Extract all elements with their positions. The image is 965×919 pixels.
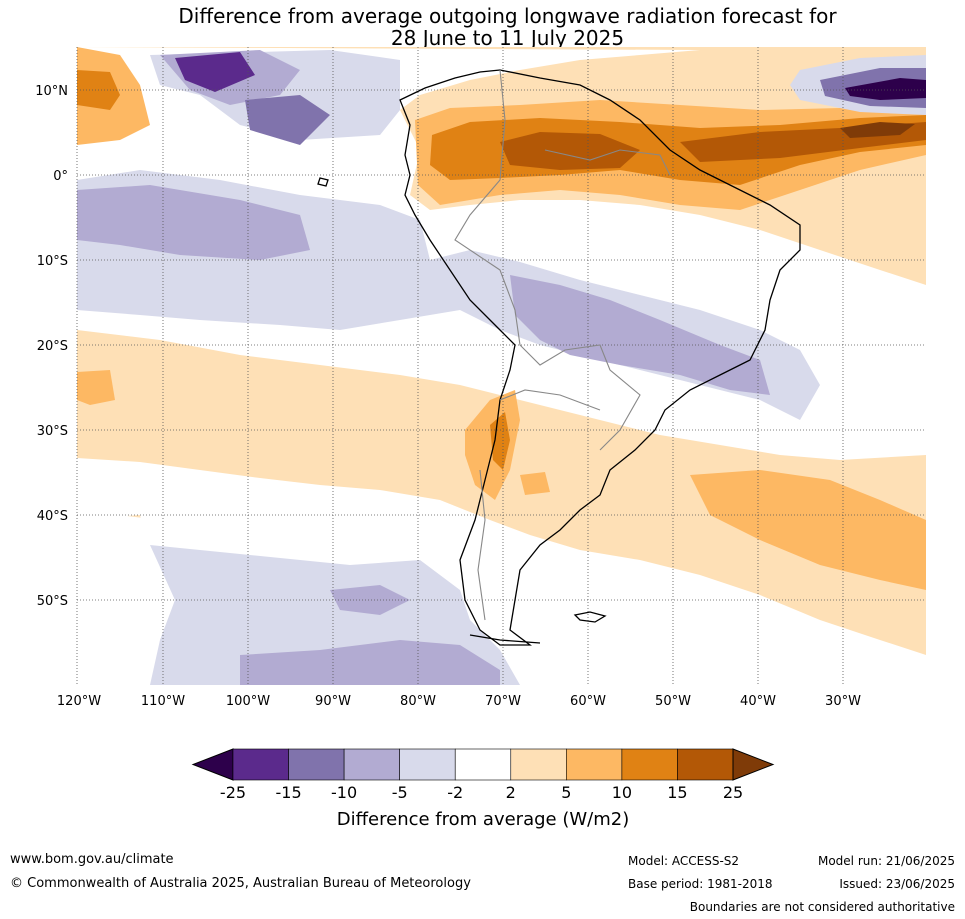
- lon-label: 60°W: [570, 694, 606, 709]
- border-chile-argentina: [477, 469, 486, 621]
- colorbar-tick-label: 15: [667, 783, 687, 802]
- colorbar-tick-labels: -25 -15 -10 -5 -2 2 5 10 15 25: [220, 783, 743, 802]
- colorbar-cell: [566, 748, 623, 781]
- falkland-islands: [573, 611, 607, 623]
- lat-label: 10°S: [37, 254, 68, 269]
- border-south: [499, 389, 601, 411]
- negative-patch-south: [330, 585, 410, 615]
- colorbar-cell: [343, 748, 400, 781]
- colorbar-cell: [288, 748, 345, 781]
- border-north: [544, 149, 671, 176]
- footer-disclaimer: Boundaries are not considered authoritat…: [689, 900, 955, 914]
- lat-label: 50°S: [37, 594, 68, 609]
- lon-label: 40°W: [740, 694, 776, 709]
- colorbar: -25 -15 -10 -5 -2 2 5 10 15 25 Difference from av…: [191, 748, 775, 830]
- colorbar-title: Difference from average (W/m2): [337, 809, 629, 830]
- graticule: [76, 47, 926, 685]
- map-title-line1: Difference from average outgoing longwav…: [178, 4, 837, 28]
- colorbar-tick-label: -15: [275, 783, 301, 802]
- positive-patch-south-atlantic: [690, 470, 926, 590]
- colorbar-tick-label: -10: [331, 783, 357, 802]
- footer-copyright: © Commonwealth of Australia 2025, Austra…: [10, 876, 471, 891]
- lat-label: 10°N: [35, 84, 68, 99]
- tierra-del-fuego: [469, 634, 541, 644]
- colorbar-extend-low: [191, 748, 234, 781]
- negative-band-southern-5-10: [240, 640, 500, 685]
- border-west: [454, 69, 641, 451]
- colorbar-cells: [232, 748, 734, 781]
- lat-label: 0°: [53, 169, 68, 184]
- colorbar-tick-label: 5: [561, 783, 571, 802]
- negative-patch-pacific-2: [245, 95, 330, 145]
- footer-base-period: Base period: 1981-2018: [628, 877, 773, 891]
- forecast-map: 10°N 0° 10°S 20°S 30°S 40°S 50°S 120°W 1…: [35, 47, 926, 830]
- lon-label: 120°W: [57, 694, 101, 709]
- lon-label: 80°W: [400, 694, 436, 709]
- footer-model-run: Model run: 21/06/2025: [817, 854, 955, 868]
- positive-core-venezuela: [500, 132, 640, 170]
- colorbar-cell: [454, 748, 512, 781]
- lon-label: 70°W: [485, 694, 521, 709]
- colorbar-cell: [621, 748, 678, 781]
- lon-label: 50°W: [655, 694, 691, 709]
- colorbar-tick-label: 10: [612, 783, 632, 802]
- footer-issued: Issued: 23/06/2025: [839, 877, 955, 891]
- country-borders: [454, 69, 671, 621]
- positive-core-max: [840, 122, 915, 138]
- longitude-labels: 120°W 110°W 100°W 90°W 80°W 70°W 60°W 50…: [57, 694, 861, 709]
- colorbar-tick-label: 25: [723, 783, 743, 802]
- colorbar-cell: [399, 748, 456, 781]
- lon-label: 30°W: [825, 694, 861, 709]
- positive-patch-west: [77, 370, 115, 405]
- footer-url[interactable]: www.bom.gov.au/climate: [10, 852, 174, 867]
- footer-model: Model: ACCESS-S2: [628, 854, 740, 868]
- colorbar-cell: [510, 748, 567, 781]
- lon-label: 110°W: [141, 694, 185, 709]
- negative-band-pacific-5-10: [77, 185, 310, 260]
- negative-patch-pacific-core: [175, 52, 255, 92]
- lat-label: 30°S: [37, 424, 68, 439]
- negative-patch-atlantic-core: [845, 78, 926, 100]
- colorbar-extend-high: [732, 748, 775, 781]
- colorbar-cell: [677, 748, 734, 781]
- positive-band-southern-2-5: [77, 330, 926, 655]
- positive-patch-andes-core: [490, 412, 510, 470]
- colorbar-cell: [232, 748, 289, 781]
- south-america-coastline: [399, 69, 801, 646]
- map-title-line2: 28 June to 11 July 2025: [390, 26, 625, 50]
- colorbar-tick-label: -5: [392, 783, 408, 802]
- lat-label: 40°S: [37, 509, 68, 524]
- lon-label: 90°W: [315, 694, 351, 709]
- positive-patch-small-2: [520, 472, 550, 495]
- galapagos-islands: [317, 177, 329, 187]
- lon-label: 100°W: [226, 694, 270, 709]
- colorbar-tick-label: -25: [220, 783, 246, 802]
- lat-label: 20°S: [37, 339, 68, 354]
- colorbar-tick-label: 2: [506, 783, 516, 802]
- coastlines: [317, 69, 801, 646]
- anomaly-field: [77, 47, 926, 685]
- latitude-labels: 10°N 0° 10°S 20°S 30°S 40°S 50°S: [35, 84, 68, 609]
- colorbar-tick-label: -2: [447, 783, 463, 802]
- negative-band-bolivia: [510, 275, 770, 395]
